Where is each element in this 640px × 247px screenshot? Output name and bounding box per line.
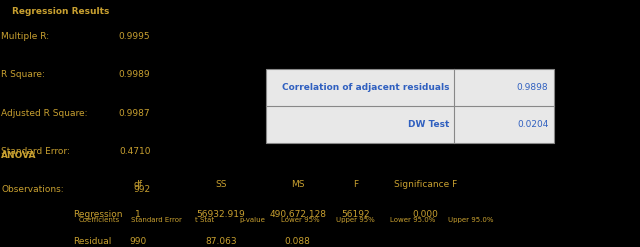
Text: SS: SS bbox=[215, 180, 227, 189]
Text: 56192: 56192 bbox=[341, 210, 369, 219]
Text: Correlation of adjacent residuals: Correlation of adjacent residuals bbox=[282, 83, 449, 92]
Text: Observations:: Observations: bbox=[1, 185, 64, 194]
Text: t Stat: t Stat bbox=[195, 217, 214, 223]
Text: ANOVA: ANOVA bbox=[1, 151, 36, 160]
Text: Significance F: Significance F bbox=[394, 180, 457, 189]
Text: Upper 95.0%: Upper 95.0% bbox=[447, 217, 493, 223]
Text: 56932.919: 56932.919 bbox=[196, 210, 245, 219]
Text: 0.088: 0.088 bbox=[285, 237, 310, 246]
Text: 0.9987: 0.9987 bbox=[119, 109, 150, 118]
Text: Lower 95%: Lower 95% bbox=[282, 217, 320, 223]
Text: R Square:: R Square: bbox=[1, 70, 45, 79]
Text: 990: 990 bbox=[129, 237, 146, 246]
Text: 0.9898: 0.9898 bbox=[517, 83, 548, 92]
Text: 87.063: 87.063 bbox=[205, 237, 237, 246]
Text: 0.4710: 0.4710 bbox=[119, 147, 150, 156]
Text: 0.9995: 0.9995 bbox=[119, 32, 150, 41]
Text: 1: 1 bbox=[135, 210, 140, 219]
Text: MS: MS bbox=[291, 180, 305, 189]
Text: F: F bbox=[353, 180, 358, 189]
Text: df: df bbox=[133, 180, 142, 189]
Text: p-value: p-value bbox=[240, 217, 266, 223]
Text: 490,672.128: 490,672.128 bbox=[269, 210, 326, 219]
Text: 0.000: 0.000 bbox=[413, 210, 438, 219]
Text: Residual: Residual bbox=[74, 237, 112, 246]
Text: DW Test: DW Test bbox=[408, 120, 449, 129]
Text: Upper 95%: Upper 95% bbox=[336, 217, 374, 223]
Text: Standard Error: Standard Error bbox=[131, 217, 182, 223]
Text: Regression Results: Regression Results bbox=[12, 7, 109, 16]
Text: Lower 95.0%: Lower 95.0% bbox=[390, 217, 435, 223]
Text: Regression: Regression bbox=[74, 210, 123, 219]
Text: Standard Error:: Standard Error: bbox=[1, 147, 70, 156]
Text: Coefficients: Coefficients bbox=[79, 217, 120, 223]
Text: Multiple R:: Multiple R: bbox=[1, 32, 49, 41]
Text: Adjusted R Square:: Adjusted R Square: bbox=[1, 109, 88, 118]
Text: 0.9989: 0.9989 bbox=[119, 70, 150, 79]
Text: 992: 992 bbox=[133, 185, 150, 194]
Text: 0.0204: 0.0204 bbox=[517, 120, 548, 129]
